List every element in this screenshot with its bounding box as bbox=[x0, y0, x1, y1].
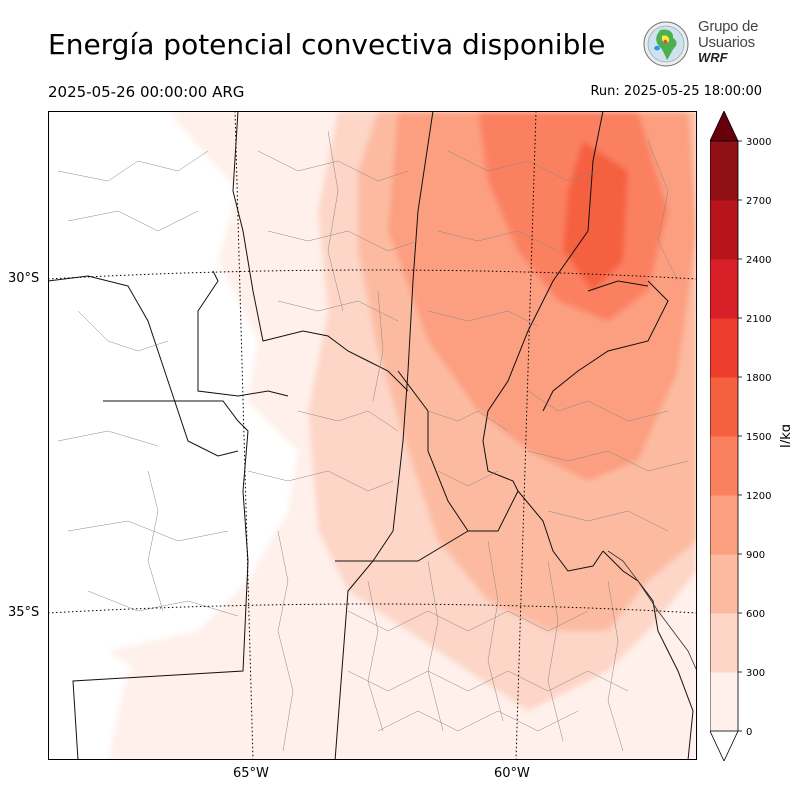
colorbar-tick-label: 2400 bbox=[746, 255, 771, 266]
colorbar-extend-low bbox=[710, 730, 739, 761]
logo-line-3: WRF bbox=[698, 50, 728, 65]
colorbar-block-4 bbox=[710, 436, 738, 496]
colorbar-block-3 bbox=[710, 495, 738, 555]
colorbar-tick-label: 600 bbox=[746, 609, 765, 620]
colorbar-tick-label: 900 bbox=[746, 550, 765, 561]
wrf-users-logo: Grupo de Usuarios WRF bbox=[640, 18, 760, 68]
colorbar-tick-label: 2100 bbox=[746, 314, 771, 325]
colorbar-tick-label: 1200 bbox=[746, 491, 771, 502]
logo-line-1: Grupo de bbox=[698, 18, 759, 35]
colorbar-tick-label: 0 bbox=[746, 727, 752, 738]
coastline bbox=[607, 550, 697, 672]
colorbar-unit-label: J/kg bbox=[779, 424, 790, 449]
graticule bbox=[48, 111, 697, 760]
valid-time: 2025-05-26 00:00:00 ARG bbox=[48, 83, 245, 101]
colorbar-block-1 bbox=[710, 613, 738, 673]
lat-label-30s: 30°S bbox=[8, 271, 40, 286]
logo-line-2: Usuarios bbox=[698, 34, 755, 51]
map-frame bbox=[48, 111, 697, 760]
colorbar-block-8 bbox=[710, 200, 738, 260]
lat-label-35s: 35°S bbox=[8, 605, 40, 620]
colorbar-tick-label: 1800 bbox=[746, 373, 771, 384]
cape-map bbox=[48, 111, 697, 760]
department-boundaries bbox=[57, 130, 689, 752]
colorbar-block-9 bbox=[710, 141, 738, 201]
colorbar-tick-label: 1500 bbox=[746, 432, 771, 443]
lon-label-60w: 60°W bbox=[494, 766, 530, 781]
colorbar-block-0 bbox=[710, 672, 738, 732]
colorbar-tick-label: 3000 bbox=[746, 137, 771, 148]
lon-label-65w: 65°W bbox=[233, 766, 269, 781]
colorbar-block-5 bbox=[710, 377, 738, 437]
colorbar-block-2 bbox=[710, 554, 738, 614]
run-time: Run: 2025-05-25 18:00:00 bbox=[590, 84, 762, 99]
province-boundaries bbox=[48, 111, 694, 760]
colorbar-tick-label: 2700 bbox=[746, 196, 771, 207]
colorbar-block-6 bbox=[710, 318, 738, 378]
colorbar-tick-label: 300 bbox=[746, 668, 765, 679]
colorbar-extend-high bbox=[710, 111, 739, 142]
map-title: Energía potencial convectiva disponible bbox=[48, 28, 606, 61]
colorbar-block-7 bbox=[710, 259, 738, 319]
colorbar: 0 300 600 900 1200 1500 1800 2100 2400 2700 3000 J/… bbox=[710, 111, 790, 761]
south-america-globe-icon bbox=[643, 21, 689, 67]
